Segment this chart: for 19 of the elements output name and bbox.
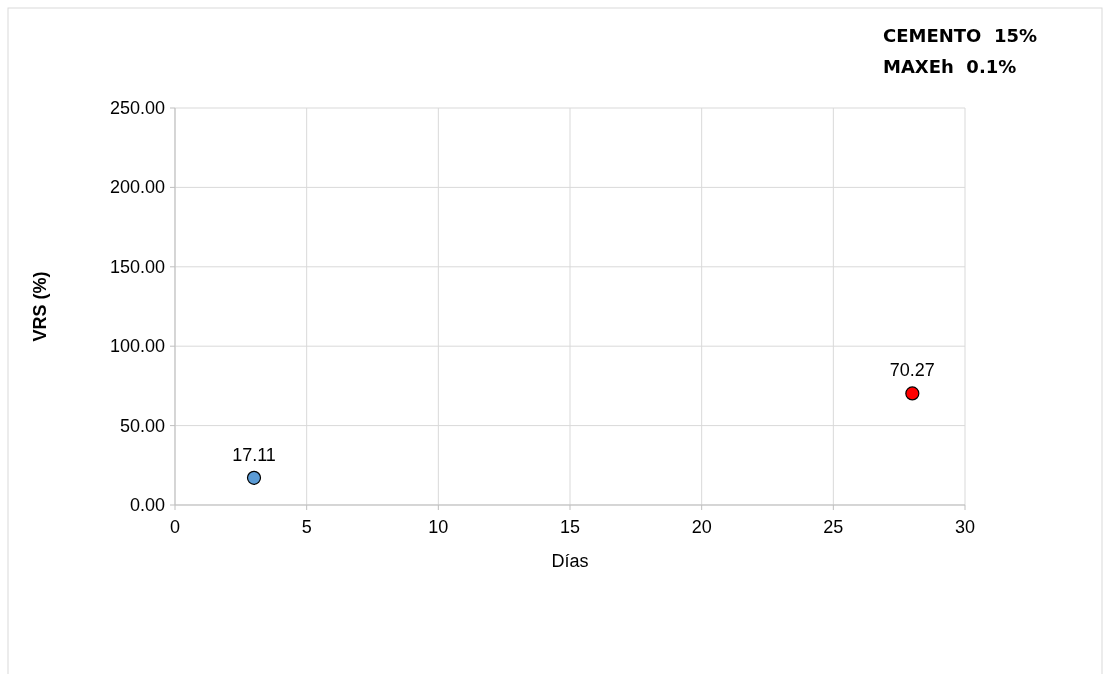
x-tick-label: 15: [559, 517, 581, 537]
y-axis-title: VRS (%): [30, 271, 50, 342]
y-tick-label: 150.00: [109, 256, 165, 277]
y-tick-label: 100.00: [109, 336, 165, 357]
x-tick-label: 5: [301, 517, 312, 537]
data-label: 17.11: [232, 444, 276, 465]
y-tick-label: 250.00: [109, 98, 165, 118]
y-tick-label: 50.00: [119, 415, 165, 436]
x-tick-label: 0: [169, 517, 181, 537]
x-tick-label: 25: [823, 517, 844, 537]
data-label: 70.27: [889, 360, 935, 381]
x-tick-label: 20: [691, 517, 712, 537]
text: MAXEh 0.1%: [883, 56, 1017, 77]
y-tick-label: 0.00: [129, 495, 165, 515]
y-tick-label: 200.00: [109, 177, 165, 198]
x-axis-title: Días: [551, 551, 589, 571]
x-tick-label: 10: [428, 517, 449, 537]
x-tick-label: 30: [954, 517, 976, 537]
text: CEMENTO 15%: [883, 25, 1037, 46]
